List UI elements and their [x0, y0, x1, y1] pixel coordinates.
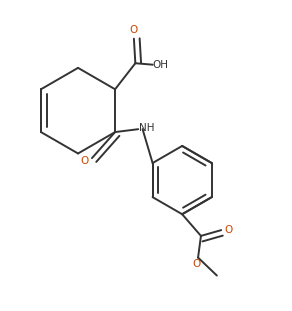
Text: O: O: [192, 259, 201, 269]
Text: NH: NH: [139, 123, 154, 133]
Text: O: O: [81, 156, 89, 166]
Text: OH: OH: [152, 60, 168, 70]
Text: O: O: [224, 225, 232, 235]
Text: O: O: [130, 25, 138, 35]
